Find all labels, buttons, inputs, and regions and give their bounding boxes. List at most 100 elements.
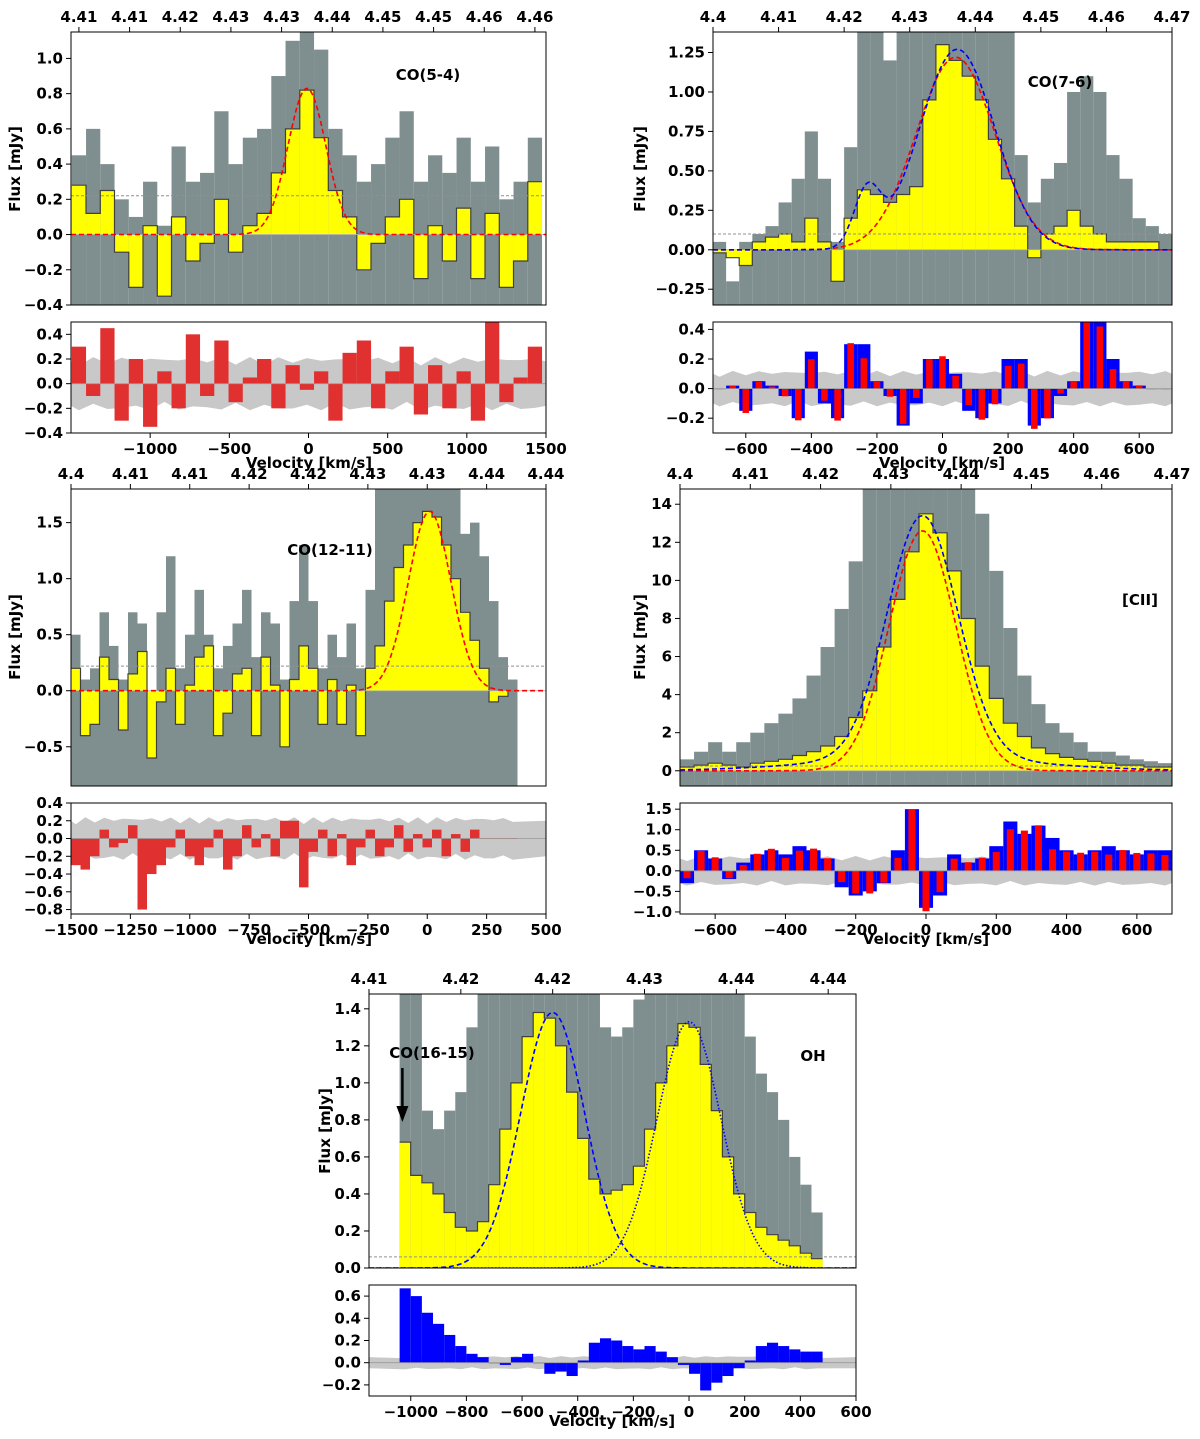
residual-bar [460,838,470,852]
spectrum-bar [422,511,432,691]
residual-bar-red [1096,326,1104,389]
noise-bar [778,202,792,305]
spectrum-bar [1080,226,1094,250]
spectrum-bar [935,44,950,250]
spectrum-bar [644,1129,656,1268]
residual-bar [228,383,243,403]
residual-bar [755,1346,767,1363]
y-tick-label: 1.5 [36,514,63,532]
residual-y-tick-label: 0.2 [36,812,63,830]
residual-bar [677,1362,690,1365]
noise-bar [1093,91,1107,305]
x-tick-label: 500 [372,440,403,458]
spectrum-bar [1101,763,1116,771]
spectrum-bar [214,199,229,235]
spectrum-bar [1115,765,1130,771]
top-tick-label: 4.46 [466,8,503,26]
noise-bar [232,623,242,786]
residual-y-tick-label: 0.5 [645,841,672,859]
spectrum-bar [1003,723,1018,771]
noise-bar [137,623,147,786]
spectrum-bar [1145,241,1159,250]
spectrum-bar [806,751,821,771]
plot-frame [368,993,857,1269]
spectrum-bar [499,1129,511,1268]
spectrum-bar [962,76,976,250]
residual-bar [588,1342,600,1363]
residual-bar [175,829,185,839]
residual-bar-red [781,857,789,871]
residual-bar [223,838,233,870]
residual-bar [156,838,166,866]
noise-bar [611,1036,623,1268]
spectrum-bar [778,1240,790,1268]
noise-bar [622,1027,634,1268]
fit-curve-gaussian_fit [71,87,546,236]
residual-bar-red [1122,381,1130,389]
residual-bar-red [1109,369,1117,389]
top-tick-label: 4.41 [732,465,769,483]
x-tick-label: −1000 [384,1403,438,1421]
spectrum-bar [394,567,404,691]
top-tick-label: 4.42 [162,8,199,26]
residual-y-tick-label: 0.4 [334,1309,361,1327]
residual-bar [811,1351,823,1363]
y-tick-label: 0.25 [668,201,705,219]
top-tick-label: 4.42 [534,970,571,988]
y-tick-label: 4 [662,686,672,704]
noise-bar [1031,704,1046,786]
spectrum-bar [285,128,300,235]
spectrum-bar [100,190,115,235]
y-tick-label: −0.25 [655,280,705,298]
spectrum-bar [876,647,891,771]
residual-area [680,809,1172,912]
x-tick-label: −400 [556,1403,600,1421]
residual-bar [261,834,271,839]
spectrum-bar [922,99,936,250]
residual-y-tick-label: 0.4 [36,794,63,812]
residual-bar-red [952,375,959,389]
residual-bar-red [1119,850,1127,871]
x-tick-label: 400 [1058,440,1089,458]
residual-bar-red [1077,852,1085,871]
noise-bar [778,1119,790,1268]
residual-bar [428,365,443,384]
residual-bar [413,834,423,839]
residual-bar [204,838,214,848]
spectrum-bar [1119,241,1133,250]
noise-bar [508,679,518,786]
x-axis-label: Velocity [km/s] [246,454,372,472]
spectrum-bar [299,645,309,691]
noise-bar [752,233,766,305]
spectrum-bar [90,690,100,725]
residual-bar-red [838,870,846,883]
residual-bar-red [834,388,841,421]
residual-bar [722,1362,734,1377]
noise-bar [289,601,299,786]
noise-bar [261,612,271,786]
residual-bar [485,322,500,384]
y-tick-label: 0.50 [668,162,705,180]
spectrum-bar [896,194,910,250]
x-tick-label: −500 [207,440,251,458]
residual-bar [80,838,90,870]
x-tick-label: 400 [785,1403,816,1421]
spectrum-bar [251,690,261,736]
residual-bar [356,838,366,848]
residual-bar [410,1296,422,1363]
residual-bar [213,829,223,839]
residual-bar-red [991,388,999,405]
top-tick-label: 4.47 [1153,465,1190,483]
spectrum-bar [185,234,201,261]
residual-bar [328,383,343,421]
residual-bar-red [1105,854,1113,871]
residual-y-tick-label: −0.2 [322,1376,361,1394]
y-tick-label: 10 [651,571,672,589]
spectrum-bar [432,517,442,691]
top-tick-label: 4.43 [872,465,909,483]
noise-bar [726,281,740,305]
spectrum-bar [371,234,386,244]
noise-bar [399,994,411,1268]
spectrum-bar [444,1212,456,1268]
